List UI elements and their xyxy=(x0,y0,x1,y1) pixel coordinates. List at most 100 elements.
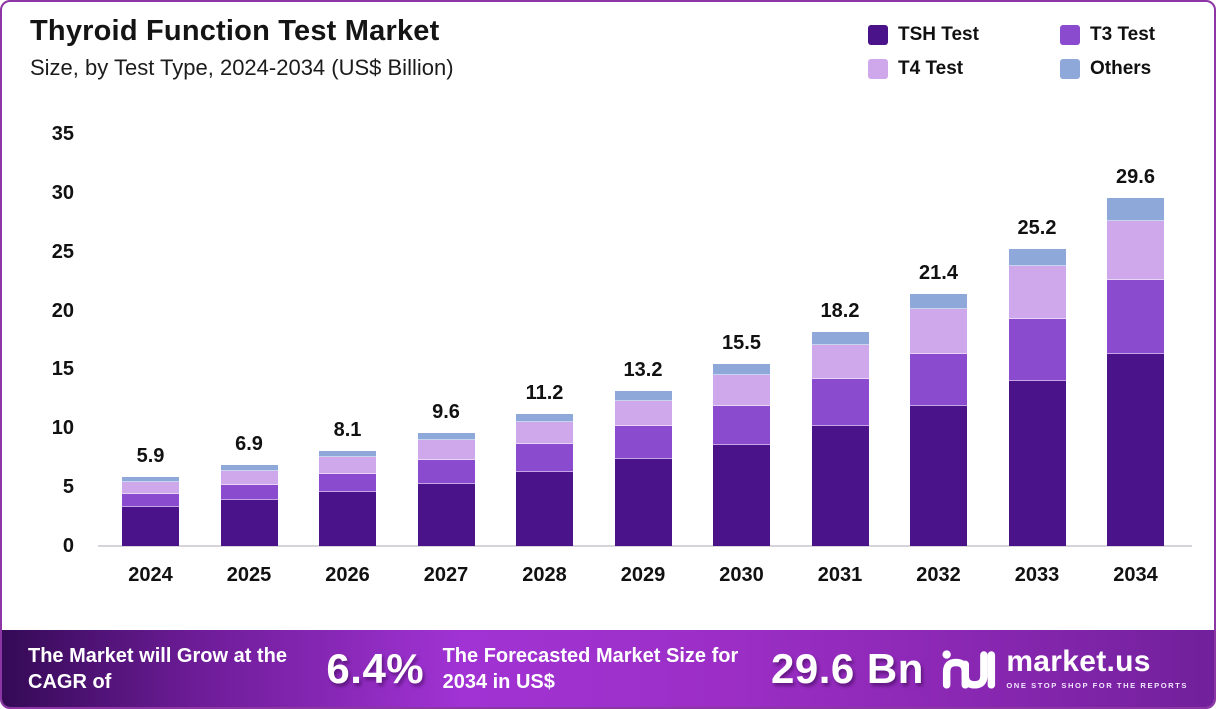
bar-total-label: 13.2 xyxy=(623,358,663,381)
cagr-label: The Market will Grow at the CAGR of xyxy=(28,644,287,693)
bar-segment xyxy=(319,491,376,546)
x-tick-label: 2032 xyxy=(916,564,961,586)
bar-segment xyxy=(910,294,967,310)
bar-stack xyxy=(319,450,376,546)
bar-segment xyxy=(319,474,376,492)
chart-header: Thyroid Function Test Market Size, by Te… xyxy=(30,15,454,81)
bar-segment xyxy=(910,354,967,406)
y-tick-label: 15 xyxy=(51,358,74,381)
bar-segment xyxy=(614,390,672,402)
bar-segment xyxy=(811,331,869,345)
bar-group: 18.2 xyxy=(811,300,869,546)
legend-swatch-icon xyxy=(868,25,888,45)
bar-segment xyxy=(516,443,573,472)
bar-segment xyxy=(122,476,179,483)
bar-segment xyxy=(220,464,278,471)
forecast-value: 29.6 Bn xyxy=(771,644,924,692)
legend-label: TSH Test xyxy=(898,24,979,45)
x-tick-label: 2027 xyxy=(423,564,469,586)
bar-segment xyxy=(1008,381,1066,546)
footer-banner: The Market will Grow at the CAGR of 6.4%… xyxy=(2,630,1214,707)
bar-stack xyxy=(417,433,475,546)
bar-segment xyxy=(417,440,475,461)
y-tick-label: 5 xyxy=(62,476,74,499)
bar-segment xyxy=(220,470,278,485)
bar-group: 25.2 xyxy=(1008,217,1066,546)
bar-segment xyxy=(122,482,179,495)
x-tick-label: 2024 xyxy=(128,564,173,586)
bar-segment xyxy=(713,375,770,406)
bar-segment xyxy=(1107,197,1164,222)
x-tick-label: 2033 xyxy=(1014,564,1060,586)
page-subtitle: Size, by Test Type, 2024-2034 (US$ Billi… xyxy=(30,55,454,80)
bar-group: 13.2 xyxy=(614,358,672,546)
chart-legend: TSH Test T3 Test T4 Test Others xyxy=(868,24,1155,80)
legend-item: T4 Test xyxy=(868,58,1060,80)
bar-segment xyxy=(1008,265,1066,319)
bar-segment xyxy=(516,414,573,423)
legend-label: T3 Test xyxy=(1090,24,1156,45)
bar-segment xyxy=(220,484,278,501)
bar-total-label: 25.2 xyxy=(1017,217,1057,240)
bar-stack xyxy=(122,476,179,546)
bar-segment xyxy=(614,401,672,426)
legend-label: T4 Test xyxy=(898,58,964,79)
bar-segment xyxy=(516,471,573,546)
bar-group: 29.6 xyxy=(1107,166,1164,546)
x-axis-labels: 2024 2025 2026 2027 2028 2029 2030 2031 2032 2033… xyxy=(122,564,1164,587)
bar-total-label: 8.1 xyxy=(333,418,362,441)
y-tick-label: 25 xyxy=(51,240,74,263)
bar-stack xyxy=(1107,197,1164,546)
y-tick-label: 30 xyxy=(51,181,74,204)
bar-total-label: 21.4 xyxy=(919,262,958,285)
x-tick-label: 2030 xyxy=(719,564,764,586)
bar-segment xyxy=(1008,249,1066,266)
bar-segment xyxy=(614,425,672,459)
marketus-logo-icon xyxy=(942,649,996,689)
y-tick-label: 20 xyxy=(51,299,74,322)
bar-segment xyxy=(614,458,672,546)
bar-segment xyxy=(417,460,475,484)
bar-group: 11.2 xyxy=(516,382,573,546)
y-tick-label: 35 xyxy=(51,123,74,145)
bar-stack xyxy=(910,294,967,546)
x-tick-label: 2025 xyxy=(226,564,272,586)
bar-total-label: 6.9 xyxy=(235,432,263,455)
bar-segment xyxy=(516,422,573,444)
legend-swatch-icon xyxy=(1060,25,1080,45)
bar-segment xyxy=(1107,279,1164,355)
legend-item: Others xyxy=(1060,58,1155,80)
x-tick-label: 2034 xyxy=(1113,564,1158,586)
bar-segment xyxy=(122,507,179,546)
bar-stack xyxy=(614,390,672,546)
bar-segment xyxy=(811,378,869,426)
bar-segment xyxy=(713,444,770,546)
x-tick-label: 2029 xyxy=(620,564,666,586)
bar-segment xyxy=(417,483,475,546)
bar-segment xyxy=(713,405,770,445)
bar-total-label: 15.5 xyxy=(722,331,761,354)
bar-segment xyxy=(811,425,869,546)
bar-segment xyxy=(1107,221,1164,280)
logo-name: market.us xyxy=(1006,645,1151,678)
bar-group: 21.4 xyxy=(910,262,967,546)
x-tick-label: 2031 xyxy=(817,564,863,586)
bar-group: 5.9 xyxy=(122,445,179,546)
bar-stack xyxy=(220,464,278,546)
bar-stack xyxy=(516,414,573,546)
x-axis-line xyxy=(98,545,1192,547)
bars-container: 5.9 6.9 8.1 9.6 11.2 13.2 15.5 18.2 21.4 25.2 29.6 xyxy=(122,166,1164,546)
bar-group: 15.5 xyxy=(713,332,770,546)
legend-swatch-icon xyxy=(868,59,888,79)
legend-item: T3 Test xyxy=(1060,24,1155,46)
bar-segment xyxy=(1008,318,1066,382)
bar-segment xyxy=(713,363,770,376)
bar-total-label: 29.6 xyxy=(1116,165,1155,188)
bar-total-label: 11.2 xyxy=(525,382,564,405)
bar-total-label: 5.9 xyxy=(136,444,165,467)
logo-tagline: ONE STOP SHOP FOR THE REPORTS xyxy=(1006,681,1188,690)
bar-stack xyxy=(713,363,770,546)
legend-label: Others xyxy=(1090,58,1152,79)
page-title: Thyroid Function Test Market xyxy=(30,15,440,47)
bar-segment xyxy=(910,309,967,355)
